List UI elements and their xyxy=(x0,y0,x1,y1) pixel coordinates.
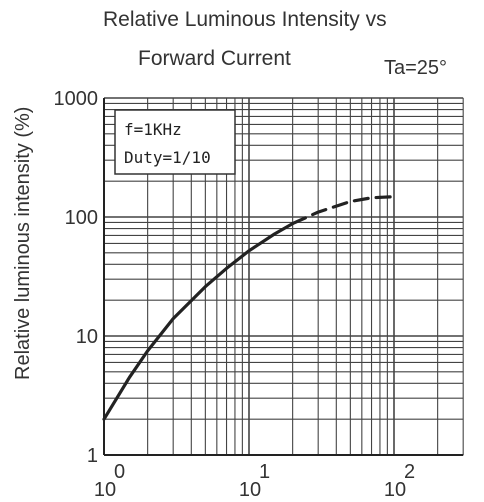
curves xyxy=(102,195,396,421)
y-tick-label: 1 xyxy=(87,445,98,467)
x-tick-label-base: 10 xyxy=(384,479,406,501)
y-tick-label: 1000 xyxy=(54,88,99,110)
x-tick-label-exponent: 2 xyxy=(404,461,415,483)
chart-title: Relative Luminous Intensity vs xyxy=(103,8,387,31)
x-tick-label-exponent: 1 xyxy=(259,461,270,483)
series-line-solid xyxy=(102,222,295,421)
x-tick-label-base: 10 xyxy=(94,479,116,501)
x-tick-label-base: 10 xyxy=(239,479,261,501)
y-tick-label: 10 xyxy=(76,326,98,348)
annotation-line-1: f=1KHz xyxy=(124,120,182,139)
x-tick-label-exponent: 0 xyxy=(114,461,125,483)
annotation-box-frame xyxy=(114,109,236,175)
y-tick-label: 100 xyxy=(65,207,98,229)
temperature-condition: Ta=25° xyxy=(384,57,448,79)
annotation-line-2: Duty=1/10 xyxy=(124,148,211,167)
annotation-box: f=1KHz Duty=1/10 xyxy=(114,109,236,175)
series-line-dashed xyxy=(291,195,396,226)
chart-subtitle: Forward Current xyxy=(138,47,291,70)
